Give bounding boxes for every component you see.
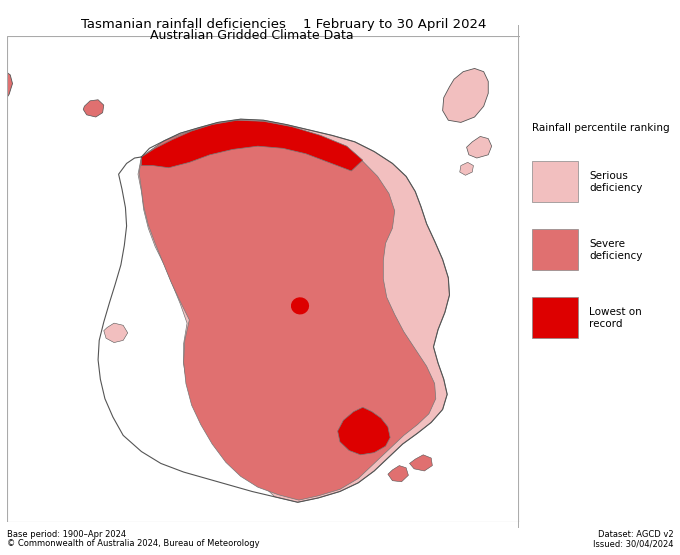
Text: Base period: 1900–Apr 2024: Base period: 1900–Apr 2024 xyxy=(7,531,126,539)
Bar xyxy=(532,161,578,203)
Polygon shape xyxy=(409,455,432,471)
Polygon shape xyxy=(460,163,473,175)
Polygon shape xyxy=(291,297,309,315)
Polygon shape xyxy=(138,119,449,502)
Polygon shape xyxy=(0,70,12,112)
Polygon shape xyxy=(104,323,128,342)
Polygon shape xyxy=(443,68,488,123)
Text: Australian Gridded Climate Data: Australian Gridded Climate Data xyxy=(150,29,354,42)
Polygon shape xyxy=(466,137,492,158)
Text: Serious
deficiency: Serious deficiency xyxy=(589,171,643,193)
Bar xyxy=(532,297,578,339)
Bar xyxy=(532,229,578,270)
Text: Issued: 30/04/2024: Issued: 30/04/2024 xyxy=(593,539,673,548)
Text: Lowest on
record: Lowest on record xyxy=(589,307,642,329)
Text: 1 February to 30 April 2024: 1 February to 30 April 2024 xyxy=(303,18,486,31)
Text: Severe
deficiency: Severe deficiency xyxy=(589,239,643,260)
Text: Dataset: AGCD v2: Dataset: AGCD v2 xyxy=(598,531,673,539)
Polygon shape xyxy=(139,122,436,500)
Text: Rainfall percentile ranking: Rainfall percentile ranking xyxy=(532,123,670,134)
Polygon shape xyxy=(141,120,362,171)
Text: Tasmanian rainfall deficiencies: Tasmanian rainfall deficiencies xyxy=(81,18,286,31)
Polygon shape xyxy=(83,100,104,117)
Polygon shape xyxy=(338,407,390,455)
Polygon shape xyxy=(388,466,409,482)
Text: © Commonwealth of Australia 2024, Bureau of Meteorology: © Commonwealth of Australia 2024, Bureau… xyxy=(7,539,260,548)
